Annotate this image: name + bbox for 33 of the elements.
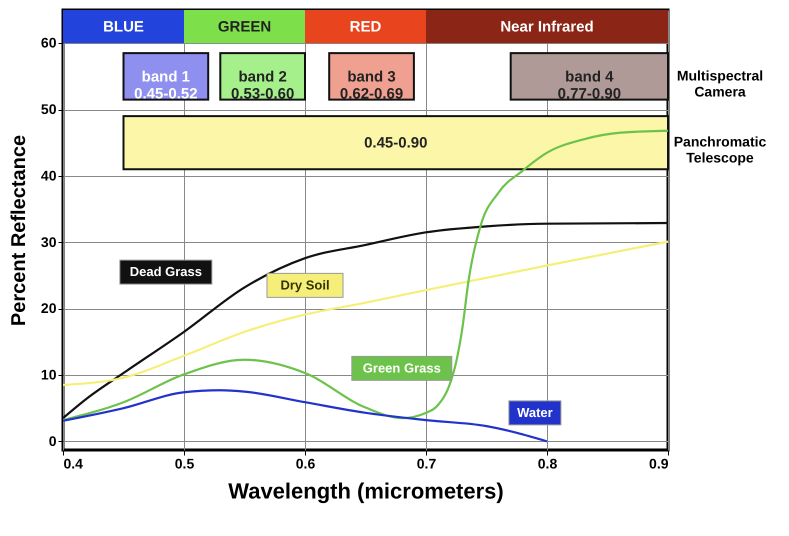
series-label: Green Grass [362, 360, 441, 376]
band-label: Near Infrared [500, 18, 594, 36]
band-label: band 1 0.45-0.52 [134, 68, 198, 102]
text: Panchromatic Telescope [674, 134, 767, 166]
y-tick-label: 50 [40, 101, 57, 118]
band-label: RED [350, 18, 382, 36]
band-label: GREEN [218, 18, 272, 36]
y-tick-label: 30 [40, 234, 57, 250]
x-tick-label: 0.9 [649, 456, 669, 472]
x-tick-label: 0.4 [64, 456, 84, 472]
band-label: band 2 0.53-0.60 [230, 68, 294, 102]
band-label: BLUE [103, 18, 144, 36]
x-axis-title: Wavelength (micrometers) [228, 478, 504, 504]
y-axis-title: Percent Reflectance [8, 134, 30, 326]
band-label: band 4 0.77-0.90 [558, 68, 622, 102]
y-tick-label: 20 [40, 300, 57, 316]
x-tick-label: 0.5 [174, 456, 194, 472]
series-label: Dry Soil [280, 277, 330, 292]
y-tick-label: 0 [48, 432, 57, 449]
band-label: band 3 0.62-0.69 [340, 68, 404, 102]
x-tick-label: 0.6 [296, 456, 316, 472]
series-label: Water [517, 404, 553, 420]
band-label: 0.45-0.90 [364, 134, 428, 152]
y-tick-label: 60 [40, 34, 57, 51]
y-tick-label: 10 [40, 366, 57, 383]
line-series [63, 240, 668, 386]
text: Dead Grass [130, 264, 202, 280]
y-tick-label: 40 [40, 167, 57, 184]
line-series [63, 130, 668, 422]
x-tick-label: 0.7 [416, 456, 436, 472]
x-tick-label: 0.8 [538, 456, 558, 472]
line-series [63, 222, 668, 420]
text: Multispectral Camera [676, 67, 764, 100]
